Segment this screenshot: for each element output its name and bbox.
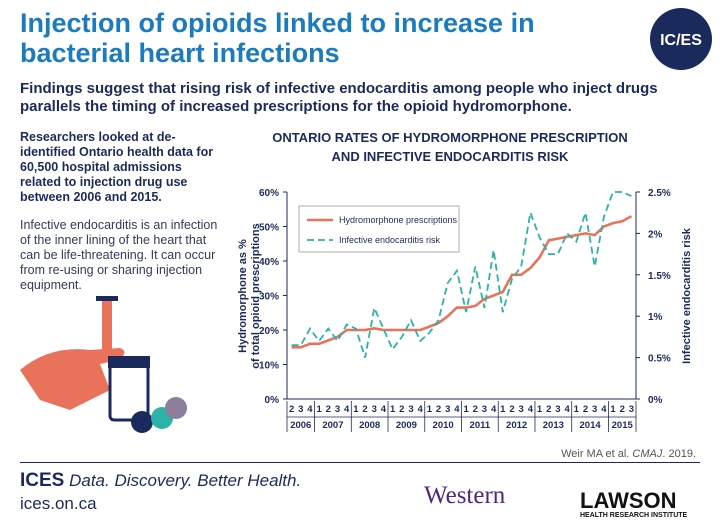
y-axis-label: Hydromorphone as % — [237, 239, 249, 353]
x-tick-label: 3 — [482, 404, 487, 415]
x-tick-label: 4 — [491, 404, 497, 415]
x-tick-label: 3 — [555, 404, 560, 415]
legend-label: Infective endocarditis risk — [339, 235, 441, 245]
x-tick-label: 3 — [445, 404, 450, 415]
x-tick-label: 2 — [289, 404, 294, 415]
y-tick-label: 30% — [259, 292, 279, 303]
footer-rule — [20, 462, 700, 463]
brand: ICES Data. Discovery. Better Health. — [20, 470, 301, 492]
partner-logo: Western — [424, 482, 506, 509]
logo: IC/ES — [650, 8, 712, 70]
y-tick-label: 40% — [259, 257, 279, 268]
pill — [131, 411, 153, 433]
chart: ONTARIO RATES OF HYDROMORPHONE PRESCRIPT… — [237, 130, 693, 432]
x-tick-label: 1 — [537, 404, 543, 415]
x-tick-label: 3 — [629, 404, 634, 415]
x-tick-label: 2 — [362, 404, 367, 415]
x-tick-label: 3 — [408, 404, 413, 415]
syringe — [102, 300, 112, 355]
x-tick-label: 4 — [381, 404, 387, 415]
y-tick-label: 0% — [265, 395, 280, 406]
y2-tick-label: 0.5% — [648, 354, 671, 365]
year-label: 2012 — [506, 420, 527, 431]
x-tick-label: 2 — [583, 404, 588, 415]
y2-tick-label: 2.5% — [648, 188, 671, 199]
citation-journal: CMAJ — [632, 448, 663, 460]
x-tick-label: 2 — [509, 404, 514, 415]
x-tick-label: 4 — [601, 404, 607, 415]
year-label: 2014 — [580, 420, 602, 431]
brand-name: ICES — [20, 470, 65, 491]
x-tick-label: 2 — [326, 404, 331, 415]
x-tick-label: 1 — [574, 404, 580, 415]
x-tick-label: 1 — [463, 404, 469, 415]
series-line — [291, 215, 633, 349]
year-label: 2013 — [543, 420, 564, 431]
legend-label: Hydromorphone prescriptions — [339, 215, 458, 225]
x-tick-label: 1 — [500, 404, 506, 415]
series-line — [291, 191, 632, 358]
year-label: 2011 — [470, 420, 491, 431]
x-tick-label: 4 — [454, 404, 460, 415]
url[interactable]: ices.on.ca — [20, 494, 97, 513]
y-axis-label: of total opioid prescriptions — [250, 223, 262, 368]
y2-tick-label: 0% — [648, 395, 663, 406]
x-tick-label: 3 — [372, 404, 377, 415]
x-tick-label: 4 — [564, 404, 570, 415]
partner-logo-sub: HEALTH RESEARCH INSTITUTE — [580, 512, 688, 519]
x-tick-label: 1 — [353, 404, 359, 415]
x-tick-label: 2 — [620, 404, 625, 415]
y2-tick-label: 2% — [648, 229, 663, 240]
x-tick-label: 4 — [344, 404, 350, 415]
year-label: 2010 — [433, 420, 454, 431]
year-label: 2008 — [359, 420, 380, 431]
x-tick-label: 4 — [418, 404, 424, 415]
pill — [165, 397, 187, 419]
tagline: Data. Discovery. Better Health. — [69, 471, 302, 490]
y-tick-label: 50% — [259, 223, 279, 234]
x-tick-label: 1 — [390, 404, 396, 415]
partner-logo: LAWSON — [580, 488, 677, 513]
hand — [20, 348, 125, 410]
intro-text: Researchers looked at de-identified Onta… — [20, 130, 214, 204]
syringe-plunger — [96, 296, 118, 301]
y2-tick-label: 1% — [648, 312, 663, 323]
year-label: 2006 — [290, 420, 311, 431]
chart-title: ONTARIO RATES OF HYDROMORPHONE PRESCRIPT… — [272, 130, 628, 145]
y2-tick-label: 1.5% — [648, 271, 671, 282]
definition-text: Infective endocarditis is an infection o… — [20, 218, 218, 292]
x-tick-label: 3 — [519, 404, 524, 415]
year-label: 2015 — [612, 420, 634, 431]
x-tick-label: 2 — [473, 404, 478, 415]
citation-text: Weir MA et al. — [561, 448, 633, 460]
x-tick-label: 1 — [427, 404, 433, 415]
x-tick-label: 3 — [592, 404, 597, 415]
x-tick-label: 2 — [399, 404, 404, 415]
y2-axis-label: Infective endocarditis risk — [681, 227, 693, 364]
citation-text: . 2019. — [662, 448, 696, 460]
x-tick-label: 4 — [307, 404, 313, 415]
year-label: 2007 — [322, 420, 343, 431]
title: Injection of opioids linked to increase … — [20, 8, 535, 68]
y-tick-label: 60% — [259, 188, 279, 199]
y-tick-label: 10% — [259, 361, 279, 372]
x-tick-label: 1 — [316, 404, 322, 415]
logo-circle — [650, 8, 712, 70]
subtitle: Findings suggest that rising risk of inf… — [20, 80, 658, 115]
x-tick-label: 3 — [335, 404, 340, 415]
logo-text: IC/ES — [660, 32, 702, 49]
x-tick-label: 1 — [610, 404, 616, 415]
x-tick-label: 3 — [298, 404, 303, 415]
legend-box — [298, 205, 460, 253]
year-label: 2009 — [396, 420, 417, 431]
illustration — [20, 296, 187, 433]
citation: Weir MA et al. CMAJ. 2019. — [561, 448, 696, 460]
x-tick-label: 4 — [528, 404, 534, 415]
bottle-cap — [108, 356, 150, 368]
chart-title: AND INFECTIVE ENDOCARDITIS RISK — [332, 149, 570, 164]
y-tick-label: 20% — [259, 326, 279, 337]
x-tick-label: 2 — [436, 404, 441, 415]
x-tick-label: 2 — [546, 404, 551, 415]
